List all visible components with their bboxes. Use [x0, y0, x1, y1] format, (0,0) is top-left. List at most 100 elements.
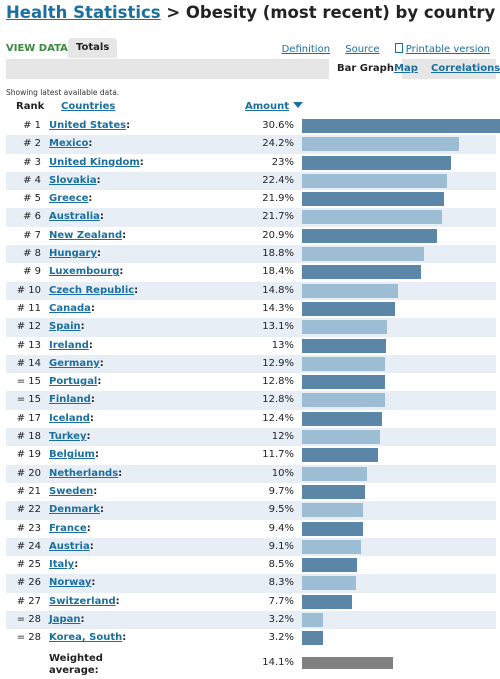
country-cell: Spain: — [49, 321, 85, 332]
page-title: Health Statistics > Obesity (most recent… — [6, 3, 495, 22]
country-colon: : — [91, 577, 96, 589]
table-row: # 25 Italy: 8.5% — [6, 556, 496, 574]
country-colon: : — [99, 211, 104, 223]
value-bar — [302, 265, 421, 280]
amount-cell: 3.2% — [268, 632, 294, 644]
country-link[interactable]: New Zealand — [49, 229, 123, 241]
table-row: # 21 Sweden: 9.7% — [6, 483, 496, 501]
tab-bar-graph[interactable]: Bar Graph — [329, 59, 402, 79]
country-link[interactable]: Italy — [49, 559, 75, 571]
table-row: # 26 Norway: 8.3% — [6, 574, 496, 593]
country-colon: : — [115, 595, 120, 607]
country-link[interactable]: Iceland — [49, 412, 90, 424]
table-row: # 23 France: 9.4% — [6, 520, 496, 538]
country-link[interactable]: Finland — [49, 394, 91, 406]
country-link[interactable]: Portugal — [49, 376, 98, 388]
country-colon: : — [88, 339, 93, 351]
amount-cell: 21.7% — [262, 211, 294, 223]
country-link[interactable]: Switzerland — [49, 595, 116, 607]
tab-map[interactable]: Map — [394, 63, 418, 74]
amount-cell: 12.9% — [262, 357, 294, 369]
country-colon: : — [94, 449, 99, 461]
definition-link[interactable]: Definition — [281, 44, 331, 55]
country-cell: Czech Republic: — [49, 285, 138, 296]
country-link[interactable]: Ireland — [49, 339, 89, 351]
table-row: # 13 Ireland: 13% — [6, 337, 496, 355]
country-link[interactable]: Mexico — [49, 138, 89, 150]
value-bar — [302, 283, 398, 298]
country-link[interactable]: Turkey — [49, 431, 87, 443]
data-note: Showing latest available data. — [6, 88, 120, 97]
amount-cell: 20.9% — [262, 229, 294, 241]
view-data-label: VIEW DATA: — [6, 43, 73, 54]
country-colon: : — [80, 321, 85, 333]
country-link[interactable]: Hungary — [49, 248, 97, 260]
country-link[interactable]: Australia — [49, 211, 100, 223]
rank-cell: = 15 — [16, 376, 41, 388]
country-link[interactable]: Norway — [49, 577, 92, 589]
country-link[interactable]: Germany — [49, 357, 100, 369]
value-bar — [302, 228, 437, 243]
value-bar — [302, 393, 385, 408]
tab-correlations[interactable]: Correlations — [431, 63, 500, 74]
table-row: # 14 Germany: 12.9% — [6, 354, 496, 374]
country-cell: Italy: — [49, 559, 78, 570]
column-header-countries[interactable]: Countries — [61, 101, 116, 112]
rank-cell: # 18 — [16, 431, 41, 443]
rank-cell: # 7 — [23, 229, 41, 241]
value-bar — [302, 466, 367, 481]
country-link[interactable]: France — [49, 522, 87, 534]
rank-cell: # 8 — [23, 248, 41, 260]
country-link[interactable]: Austria — [49, 540, 90, 552]
country-link[interactable]: Greece — [49, 193, 89, 205]
country-link[interactable]: United Kingdom — [49, 156, 140, 168]
country-colon: : — [88, 138, 93, 150]
column-header-amount[interactable]: Amount — [245, 101, 304, 112]
country-cell: Australia: — [49, 211, 104, 222]
country-link[interactable]: Slovakia — [49, 174, 97, 186]
source-link[interactable]: Source — [345, 44, 380, 55]
printable-version-link[interactable]: Printable version — [394, 43, 490, 55]
rank-cell: # 25 — [16, 559, 41, 571]
country-colon: : — [74, 559, 79, 571]
top-links: Definition Source Printable version — [270, 43, 490, 55]
country-link[interactable]: Spain — [49, 321, 81, 333]
country-colon: : — [90, 394, 95, 406]
page-title-rest: > Obesity (most recent) by country — [160, 3, 496, 22]
table-row: # 12 Spain: 13.1% — [6, 318, 496, 337]
column-header-rank: Rank — [16, 101, 45, 112]
tab-totals[interactable]: Totals — [68, 38, 118, 58]
country-link[interactable]: Japan — [49, 614, 81, 626]
health-statistics-link[interactable]: Health Statistics — [6, 3, 161, 22]
country-cell: Hungary: — [49, 248, 101, 259]
value-bar — [302, 576, 356, 591]
country-link[interactable]: Sweden — [49, 485, 94, 497]
country-cell: Greece: — [49, 193, 92, 204]
country-cell: Slovakia: — [49, 175, 101, 186]
country-cell: Austria: — [49, 541, 94, 552]
country-link[interactable]: Belgium — [49, 449, 95, 461]
country-colon: : — [97, 376, 102, 388]
amount-cell: 3.2% — [268, 614, 294, 626]
country-link[interactable]: Czech Republic — [49, 284, 135, 296]
view-data-row: VIEW DATA: Totals Definition Source Prin… — [0, 38, 500, 58]
country-link[interactable]: Korea, South — [49, 632, 123, 644]
value-bar — [302, 539, 361, 554]
rank-cell: # 20 — [16, 467, 41, 479]
country-link[interactable]: United States — [49, 120, 127, 131]
amount-cell: 14.8% — [262, 284, 294, 296]
country-link[interactable]: Netherlands — [49, 467, 119, 479]
table-row: # 6 Australia: 21.7% — [6, 208, 496, 227]
value-bar — [302, 375, 385, 390]
rank-cell: # 13 — [16, 339, 41, 351]
country-cell: Finland: — [49, 394, 95, 405]
country-link[interactable]: Canada — [49, 302, 91, 314]
country-link[interactable]: Luxembourg — [49, 266, 120, 278]
country-cell: Norway: — [49, 577, 95, 588]
document-icon — [394, 43, 403, 53]
amount-cell: 12.8% — [262, 376, 294, 388]
country-link[interactable]: Denmark — [49, 504, 100, 516]
country-colon: : — [86, 431, 91, 443]
country-cell: Korea, South: — [49, 632, 126, 643]
